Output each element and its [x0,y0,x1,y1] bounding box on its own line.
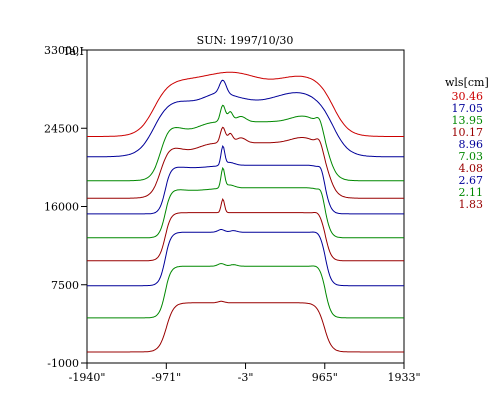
series-line [87,166,404,239]
legend-entry: 13.95 [452,114,484,127]
x-tick-label: 965" [312,371,338,384]
series-line [87,229,404,287]
series-line [87,263,404,319]
y-tick-label: 24500 [44,122,79,135]
y-tick-label: 7500 [51,279,79,292]
legend-entry: 2.67 [459,174,484,187]
legend-entry: 17.05 [452,102,484,115]
y-tick-label: 16000 [44,201,79,214]
y-axis-label: Ta,I [63,45,84,58]
x-ticks: -1940" -971" -3" 965" 1933" [69,363,421,384]
legend-entry: 10.17 [452,126,484,139]
x-tick-label: -1940" [69,371,106,384]
legend: 30.4617.0513.9510.178.967.034.082.672.11… [452,90,484,211]
plot-frame [86,49,405,364]
y-ticks: -1000 7500 16000 24500 33000 [44,44,87,370]
x-tick-label: 1933" [387,371,420,384]
legend-entry: 30.46 [452,90,484,103]
series-line [87,126,404,199]
chart-title: SUN: 1997/10/30 [197,34,294,47]
series-line [87,104,404,182]
x-tick-label: -3" [238,371,254,384]
legend-entry: 7.03 [459,150,484,163]
series-line [87,198,404,262]
series-line [87,144,404,215]
y-tick-label: 33000 [44,44,79,57]
series-line [87,300,404,353]
series-line [87,79,404,158]
legend-entry: 4.08 [459,162,484,175]
series-line [87,71,404,137]
series-lines [87,71,404,353]
legend-title: wls[cm] [445,76,489,89]
y-tick-label: -1000 [47,357,79,370]
legend-entry: 8.96 [459,138,484,151]
x-tick-label: -971" [151,371,181,384]
legend-entry: 2.11 [459,186,484,199]
legend-entry: 1.83 [459,198,484,211]
